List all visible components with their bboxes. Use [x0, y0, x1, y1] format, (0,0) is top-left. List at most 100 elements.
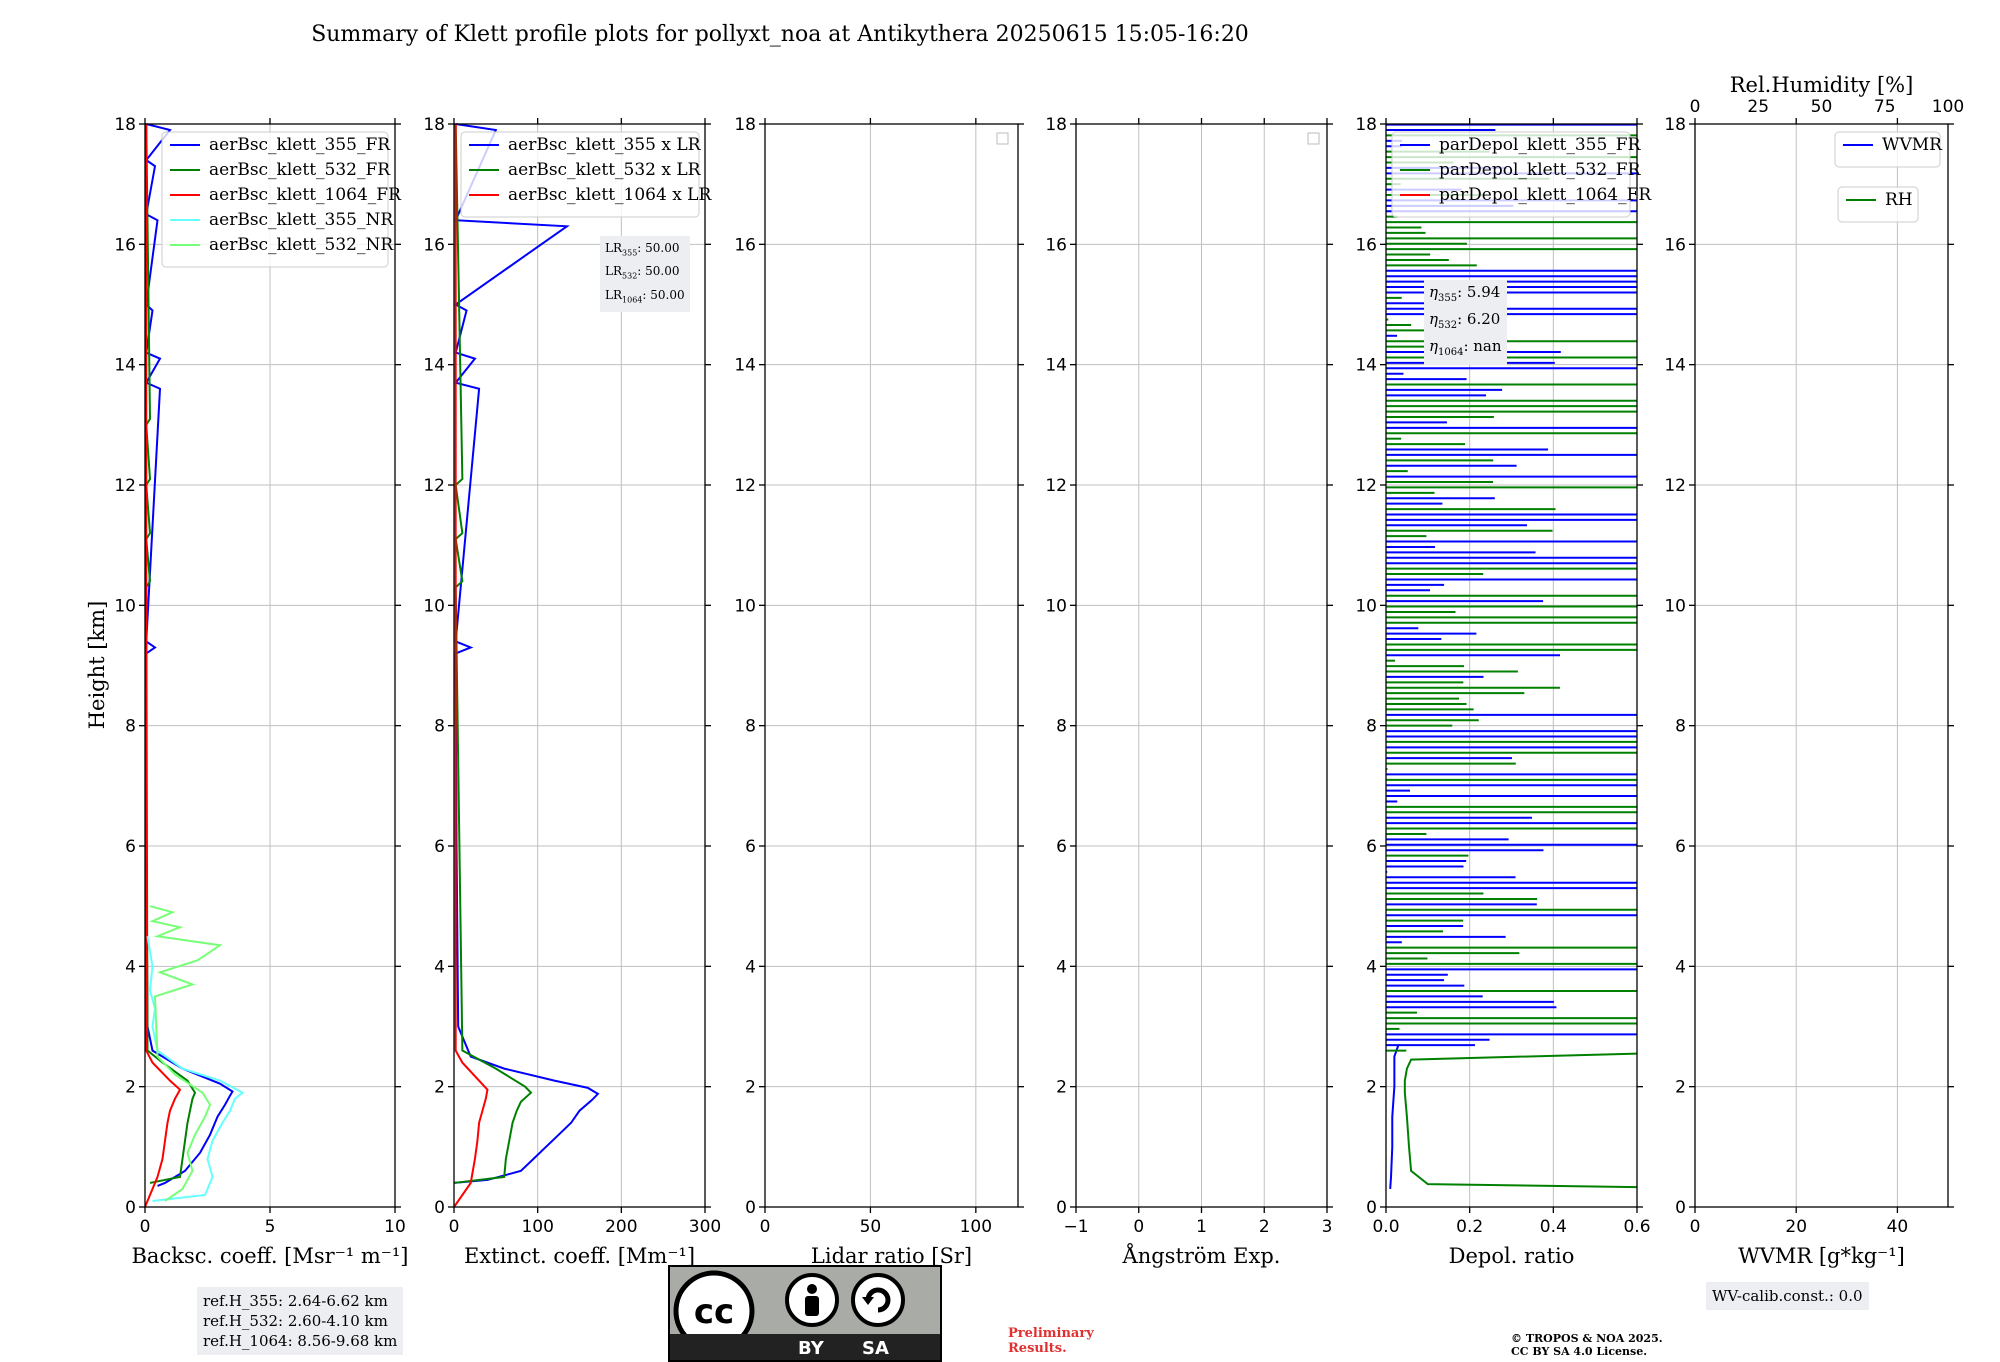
cc-license-logo: cc BY SA — [668, 1265, 942, 1362]
legend-extinction — [460, 131, 700, 218]
y-tick-label: 2 — [125, 1078, 136, 1098]
y-tick-label: 16 — [114, 235, 136, 255]
y-tick-label: 12 — [114, 476, 136, 496]
x-tick-label: 5 — [265, 1217, 276, 1237]
x-tick-label: 200 — [605, 1217, 637, 1237]
y-tick-label: 8 — [434, 717, 445, 737]
y-tick-label: 12 — [423, 476, 445, 496]
top-tick-label: 0 — [1690, 97, 1701, 117]
y-tick-label: 16 — [1045, 235, 1067, 255]
x-axis-label-5: Depol. ratio — [1449, 1244, 1575, 1268]
y-tick-label: 14 — [1355, 356, 1377, 376]
lidar-ratio-box: LR355: 50.00 LR532: 50.00 LR1064: 50.00 — [600, 236, 690, 313]
legend-label: parDepol_klett_355_FR — [1439, 135, 1642, 155]
y-tick-label: 8 — [125, 717, 136, 737]
y-tick-label: 2 — [745, 1078, 756, 1098]
series-line — [1389, 1044, 1400, 1190]
axes-frame-5 — [1385, 123, 1638, 1208]
y-tick-label: 16 — [423, 235, 445, 255]
x-tick-label: 0.6 — [1623, 1217, 1650, 1237]
x-tick-label: 100 — [960, 1217, 992, 1237]
legend-rh — [1837, 186, 1919, 223]
legend-label: aerBsc_klett_355_NR — [209, 210, 394, 230]
y-tick-label: 6 — [434, 837, 445, 857]
series-line — [144, 123, 234, 1187]
x-axis-label-1: Backsc. coeff. [Msr⁻¹ m⁻¹] — [132, 1244, 409, 1268]
y-tick-label: 4 — [745, 957, 756, 977]
refh-532: ref.H_532: 2.60-4.10 km — [203, 1312, 388, 1330]
legend-depol — [1391, 131, 1631, 218]
y-tick-label: 4 — [1366, 957, 1377, 977]
y-tick-label: 6 — [1366, 837, 1377, 857]
cc-logo-graphic: cc — [673, 1270, 905, 1352]
series-line — [145, 123, 197, 1184]
top-tick-label: 50 — [1811, 97, 1833, 117]
y-tick-label: 6 — [1056, 837, 1067, 857]
legend-label: WVMR — [1882, 135, 1943, 155]
eta-line-355: η355: 5.94 — [1429, 283, 1501, 304]
y-tick-label: 2 — [1366, 1078, 1377, 1098]
y-tick-label: 12 — [1664, 476, 1686, 496]
top-tick-label: 100 — [1932, 97, 1964, 117]
y-tick-label: 16 — [734, 235, 756, 255]
lr-line-355: LR355: 50.00 — [605, 241, 680, 258]
y-tick-label: 2 — [1056, 1078, 1067, 1098]
series-line — [144, 124, 182, 1208]
x-tick-label: 0 — [140, 1217, 151, 1237]
series-line — [146, 936, 245, 1202]
y-tick-label: 14 — [1045, 356, 1067, 376]
x-tick-label: 10 — [384, 1217, 406, 1237]
x-axis-label-2: Extinct. coeff. [Mm⁻¹] — [464, 1244, 695, 1268]
legend-label: aerBsc_klett_1064 x LR — [508, 185, 712, 205]
y-tick-label: 6 — [745, 837, 756, 857]
legend-label: aerBsc_klett_1064_FR — [209, 185, 402, 205]
series-line — [1403, 1052, 1638, 1189]
y-tick-label: 0 — [1366, 1198, 1377, 1218]
cc-sa-label: SA — [862, 1338, 889, 1359]
x-axis-label-6: WVMR [g*kg⁻¹] — [1738, 1244, 1905, 1268]
y-tick-label: 12 — [1355, 476, 1377, 496]
y-tick-label: 18 — [423, 115, 445, 135]
wv-calib-box: WV-calib.const.: 0.0 — [1706, 1282, 1869, 1310]
y-tick-label: 8 — [1056, 717, 1067, 737]
x-tick-label: 100 — [521, 1217, 553, 1237]
eta-line-1064: η1064: nan — [1429, 337, 1502, 358]
y-tick-label: 8 — [745, 717, 756, 737]
top-tick-label: 25 — [1747, 97, 1769, 117]
legend-layer: aerBsc_klett_355_FRaerBsc_klett_532_FRae… — [161, 131, 1943, 268]
y-tick-label: 10 — [1664, 596, 1686, 616]
x-tick-label: 300 — [689, 1217, 721, 1237]
x-tick-label: 1 — [1196, 1217, 1207, 1237]
empty-legend-angstrom — [1307, 132, 1320, 145]
x-tick-label: 0 — [760, 1217, 771, 1237]
figure-title: Summary of Klett profile plots for polly… — [311, 22, 1249, 47]
y-tick-label: 14 — [114, 356, 136, 376]
svg-text:cc: cc — [694, 1292, 734, 1332]
y-tick-label: 18 — [114, 115, 136, 135]
y-tick-label: 14 — [423, 356, 445, 376]
x-tick-label: 0.2 — [1456, 1217, 1483, 1237]
x-tick-label: 50 — [860, 1217, 882, 1237]
legend-label: parDepol_klett_1064_FR — [1439, 185, 1652, 205]
y-tick-label: 0 — [745, 1198, 756, 1218]
lr-line-532: LR532: 50.00 — [605, 264, 680, 281]
legend-label: aerBsc_klett_355 x LR — [508, 135, 702, 155]
y-tick-label: 10 — [1045, 596, 1067, 616]
copyright-note: © TROPOS & NOA 2025. CC BY SA 4.0 Licens… — [1511, 1332, 1663, 1358]
preliminary-note: Preliminary Results. — [1008, 1326, 1094, 1356]
refh-355: ref.H_355: 2.64-6.62 km — [203, 1292, 388, 1310]
x-tick-label: 0.0 — [1372, 1217, 1399, 1237]
empty-legend-lidar-ratio — [996, 132, 1009, 145]
cc-by-label: BY — [798, 1338, 824, 1359]
lr-line-1064: LR1064: 50.00 — [605, 287, 685, 305]
y-tick-label: 0 — [125, 1198, 136, 1218]
x-tick-label: 0 — [1133, 1217, 1144, 1237]
data-layer — [144, 123, 1638, 1208]
reference-height-box: ref.H_355: 2.64-6.62 km ref.H_532: 2.60-… — [197, 1287, 404, 1355]
y-tick-label: 4 — [434, 957, 445, 977]
y-tick-label: 12 — [1045, 476, 1067, 496]
grid-layer — [144, 123, 1948, 1208]
y-tick-label: 10 — [1355, 596, 1377, 616]
